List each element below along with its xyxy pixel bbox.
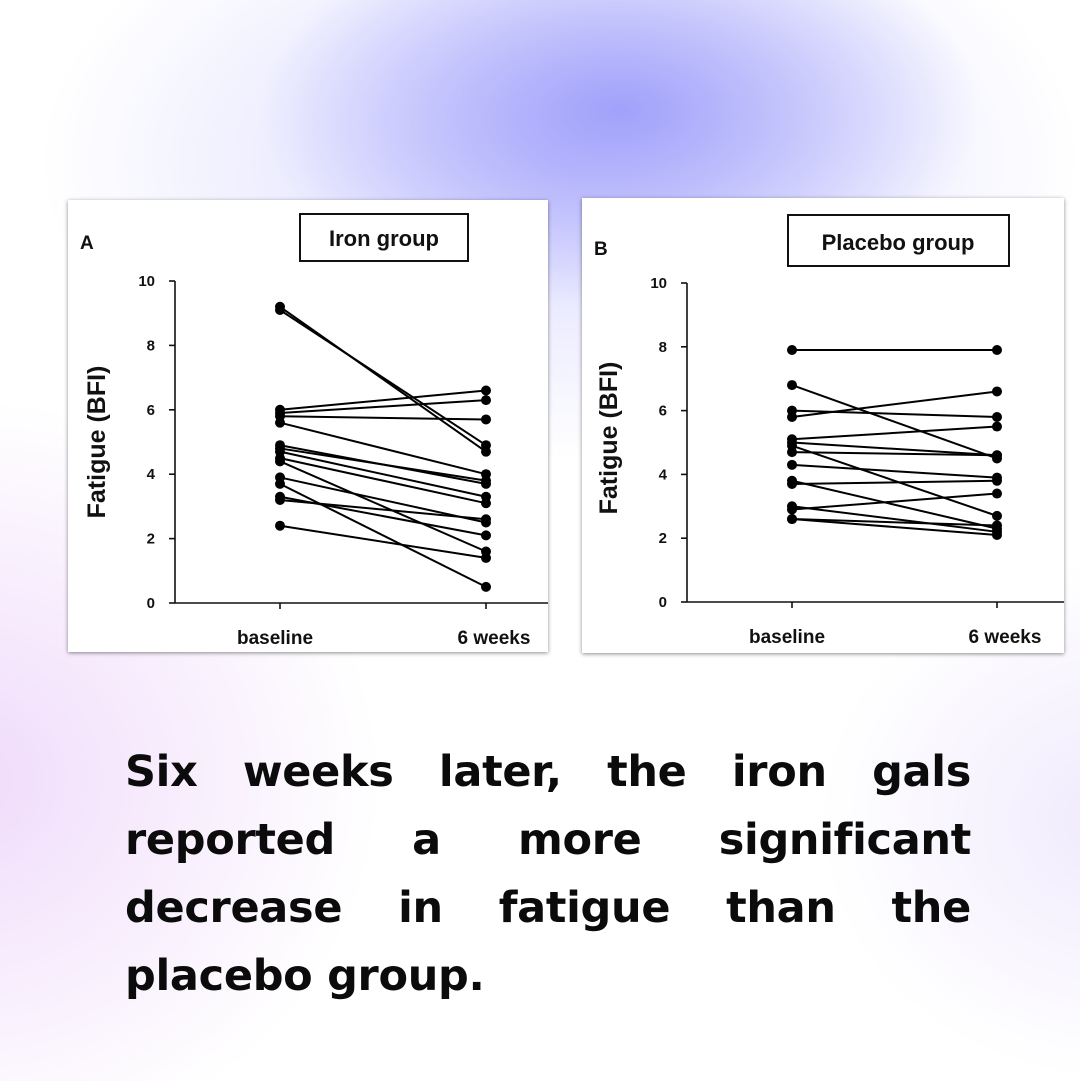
panel-letter: B — [594, 239, 608, 260]
data-point-14-6-weeks — [481, 530, 491, 541]
data-point-8-6-weeks — [992, 450, 1002, 461]
series-line-4 — [279, 399, 487, 415]
series-line-13 — [791, 492, 998, 511]
data-point-3-6-weeks — [992, 411, 1002, 422]
chart-iron-group: A Iron group Fatigue (BFI) 0 2 4 6 8 10 baseline 6… — [80, 213, 548, 649]
series-line-2 — [791, 384, 998, 460]
series-line-9 — [279, 450, 487, 498]
data-point-11-6-weeks — [992, 475, 1002, 486]
data-point-15-baseline — [787, 514, 797, 525]
data-point-7-6-weeks — [992, 510, 1002, 521]
data-point-15-baseline — [275, 494, 285, 505]
chart-panel-iron: A Iron group Fatigue (BFI) 0 2 4 6 8 10 baseline 6… — [68, 200, 548, 652]
title-box — [787, 214, 1010, 267]
series-line-4 — [791, 390, 998, 418]
data-point-14-6-weeks — [992, 520, 1002, 531]
y-axis-title: Fatigue (BFI) — [83, 366, 111, 519]
caption-text: Six weeks later, the iron gals reported … — [125, 747, 971, 1001]
series-line-1 — [279, 305, 487, 453]
chart-title: Placebo group — [822, 230, 975, 255]
data-point-13-6-weeks — [992, 488, 1002, 499]
series-line-11 — [791, 479, 998, 485]
data-point-16-6-weeks — [481, 552, 491, 563]
y-tick-label: 8 — [147, 337, 155, 354]
series-line-12 — [791, 505, 998, 533]
x-tick-label: 6 weeks — [458, 628, 531, 649]
data-point-4-6-weeks — [481, 395, 491, 406]
data-point-5-6-weeks — [992, 421, 1002, 432]
series-line-15 — [279, 498, 487, 521]
series-line-6 — [279, 421, 487, 476]
y-tick-label: 4 — [147, 466, 156, 483]
data-point-11-baseline — [275, 456, 285, 467]
data-point-2-baseline — [275, 304, 285, 315]
chart-placebo-group: B Placebo group Fatigue (BFI) 0 2 4 6 8 10 baseli… — [594, 214, 1064, 648]
data-point-4-6-weeks — [992, 386, 1002, 397]
series-line-5 — [279, 415, 487, 421]
series-line-8 — [279, 447, 487, 482]
data-point-8-6-weeks — [481, 475, 491, 486]
y-tick-label: 6 — [147, 402, 155, 419]
series-line-13 — [279, 482, 487, 588]
series-line-16 — [279, 524, 487, 559]
data-point-13-baseline — [787, 504, 797, 515]
series-line-11 — [279, 460, 487, 553]
x-tick-label: 6 weeks — [969, 627, 1042, 648]
chart-panel-placebo: B Placebo group Fatigue (BFI) 0 2 4 6 8 10 baseli… — [582, 198, 1064, 653]
series-line-2 — [279, 309, 487, 447]
y-tick-label: 2 — [147, 531, 155, 548]
series-line-14 — [791, 518, 998, 527]
y-axis-title: Fatigue (BFI) — [595, 362, 623, 515]
series-line-12 — [279, 476, 487, 524]
data-point-2-6-weeks — [481, 440, 491, 451]
data-point-13-6-weeks — [481, 581, 491, 592]
data-point-10-6-weeks — [481, 498, 491, 509]
x-tick-label: baseline — [237, 628, 313, 649]
y-tick-label: 10 — [650, 275, 667, 292]
data-point-13-baseline — [275, 478, 285, 489]
data-point-9-baseline — [787, 459, 797, 470]
data-point-3-6-weeks — [481, 385, 491, 396]
series-line-10 — [279, 457, 487, 505]
y-tick-label: 0 — [659, 594, 667, 611]
y-tick-label: 8 — [659, 339, 667, 356]
title-box — [299, 213, 469, 262]
y-tick-label: 0 — [147, 595, 155, 612]
series-line-3 — [791, 409, 998, 418]
data-point-11-baseline — [787, 478, 797, 489]
series-line-7 — [791, 444, 998, 517]
data-point-8-baseline — [787, 447, 797, 458]
y-tick-label: 2 — [659, 530, 667, 547]
data-point-2-baseline — [787, 380, 797, 391]
data-point-1-6-weeks — [992, 344, 1002, 355]
data-point-15-6-weeks — [481, 514, 491, 525]
series-line-15 — [791, 518, 998, 537]
series-line-3 — [279, 389, 487, 411]
y-tick-label: 4 — [659, 466, 668, 483]
panel-letter: A — [80, 233, 94, 254]
data-point-15-6-weeks — [992, 530, 1002, 541]
data-point-16-baseline — [275, 520, 285, 531]
series-line-8 — [791, 451, 998, 457]
data-point-6-baseline — [275, 417, 285, 428]
x-tick-label: baseline — [749, 627, 825, 648]
series-line-10 — [791, 479, 998, 530]
series-line-9 — [791, 463, 998, 479]
chart-title: Iron group — [329, 226, 439, 251]
data-point-4-baseline — [787, 411, 797, 422]
data-point-1-baseline — [787, 344, 797, 355]
y-tick-label: 10 — [138, 273, 155, 290]
data-point-5-6-weeks — [481, 414, 491, 425]
series-line-5 — [791, 425, 998, 441]
series-line-6 — [791, 441, 998, 457]
y-tick-label: 6 — [659, 403, 667, 420]
